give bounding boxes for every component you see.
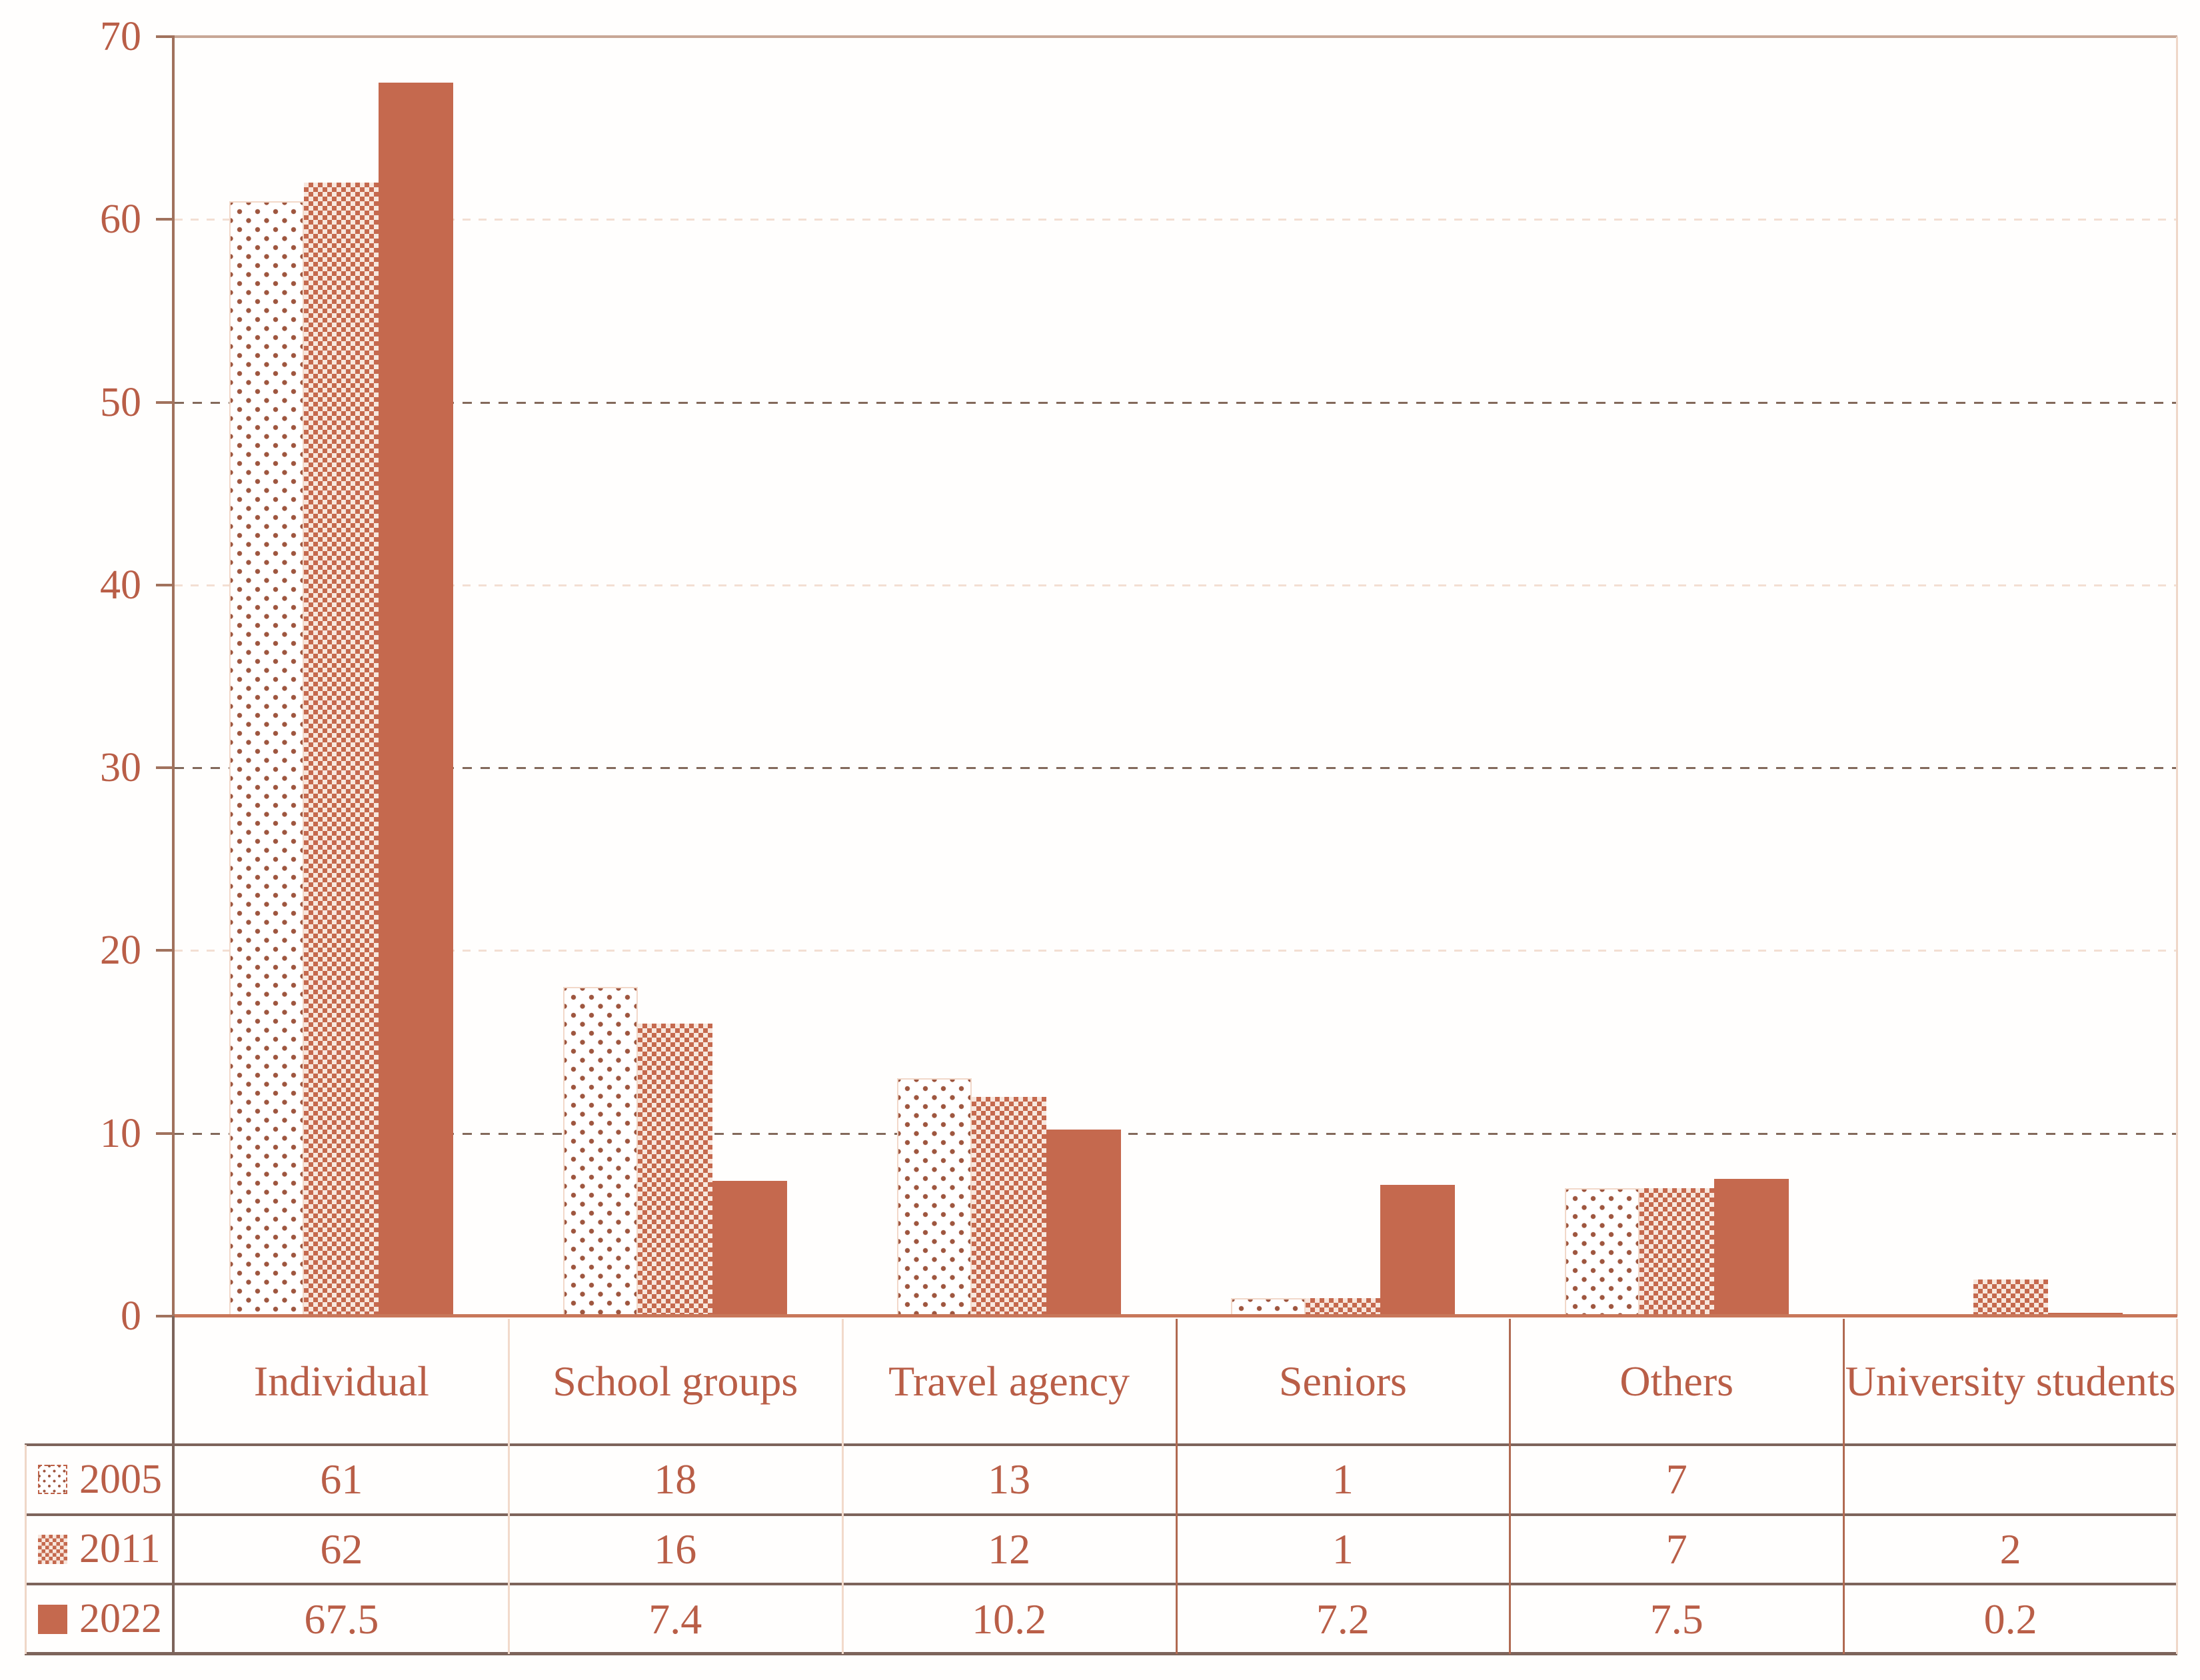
gridline-10	[175, 1132, 2177, 1135]
header-cell-seniors: Seniors	[1278, 1357, 1407, 1405]
table-right-border	[2176, 1319, 2178, 1654]
legend-year-2022: 2022	[79, 1596, 162, 1642]
value-cell-2011-school-groups: 16	[654, 1525, 697, 1573]
bar-2022-others	[1713, 1179, 1789, 1316]
y-tick-10	[156, 1132, 175, 1135]
value-cell-2011-seniors: 1	[1332, 1525, 1354, 1573]
gridline-30	[175, 767, 2177, 770]
x-axis-line	[175, 1314, 2177, 1317]
plot-right-border	[2176, 37, 2178, 1316]
y-tick-30	[156, 766, 175, 770]
value-cell-2005-university-students	[1843, 1445, 2177, 1515]
y-axis-label-20: 20	[100, 928, 141, 974]
legend-year-2005: 2005	[79, 1456, 162, 1502]
header-cell-individual: Individual	[253, 1357, 429, 1405]
bar-2005-travel-agency	[897, 1078, 972, 1316]
value-cell-2022-university-students: 0.2	[1983, 1595, 2037, 1643]
value-cell-2005-school-groups: 18	[654, 1455, 697, 1503]
legend-cell-2005: 2005	[25, 1445, 175, 1515]
table-col-border-1	[507, 1319, 510, 1654]
y-axis-label-10: 10	[100, 1110, 141, 1156]
y-tick-70	[156, 35, 175, 38]
value-cell-2022-school-groups: 7.4	[648, 1595, 702, 1643]
legend-cell-2011: 2011	[25, 1515, 175, 1585]
y-axis-label-50: 50	[100, 379, 141, 425]
y-axis-label-30: 30	[100, 745, 141, 791]
value-cell-2022-others: 7.5	[1650, 1595, 1703, 1643]
table-col-border-2	[841, 1319, 844, 1654]
gridline-top-70	[175, 35, 2177, 38]
header-cell-university-students: University students	[1845, 1357, 2176, 1405]
value-cell-2005-individual: 61	[320, 1455, 363, 1503]
gridline-20	[175, 950, 2177, 952]
y-axis-label-40: 40	[100, 562, 141, 608]
bar-2011-seniors	[1305, 1297, 1380, 1316]
legend-swatch-2011	[38, 1534, 67, 1564]
legend-year-2011: 2011	[79, 1526, 161, 1572]
value-cell-2005-travel-agency: 13	[988, 1455, 1031, 1503]
value-cell-2005-seniors: 1	[1332, 1455, 1354, 1503]
y-tick-20	[156, 949, 175, 952]
y-tick-60	[156, 218, 175, 221]
value-cell-2011-others: 7	[1665, 1525, 1687, 1573]
value-cell-2011-travel-agency: 12	[988, 1525, 1031, 1573]
y-axis-line	[172, 37, 175, 1316]
value-cell-2011-individual: 62	[320, 1525, 363, 1573]
value-cell-2022-individual: 67.5	[304, 1595, 379, 1643]
bar-2011-university-students	[1973, 1279, 2048, 1316]
table-row-border-0	[25, 1443, 2177, 1446]
legend-swatch-2022	[38, 1604, 67, 1634]
y-axis-label-0: 0	[121, 1293, 141, 1339]
bar-2011-others	[1639, 1188, 1714, 1316]
y-tick-0	[156, 1315, 175, 1317]
y-axis-label-70: 70	[100, 14, 141, 59]
gridline-40	[175, 584, 2177, 586]
value-cell-2005-others: 7	[1665, 1455, 1687, 1503]
table-col-border-5	[1843, 1319, 1845, 1654]
bar-2005-school-groups	[563, 987, 638, 1316]
bar-2005-individual	[229, 201, 305, 1316]
bar-2022-individual	[379, 82, 454, 1316]
header-cell-others: Others	[1620, 1357, 1734, 1405]
value-cell-2022-seniors: 7.2	[1316, 1595, 1370, 1643]
legend-column-divider	[172, 1316, 175, 1654]
value-cell-2011-university-students: 2	[1999, 1525, 2021, 1573]
bar-2022-travel-agency	[1046, 1130, 1122, 1316]
gridline-60	[175, 219, 2177, 221]
legend-swatch-2005	[38, 1465, 67, 1495]
legend-cell-2022: 2022	[25, 1584, 175, 1654]
table-col-border-4	[1509, 1319, 1512, 1654]
y-tick-50	[156, 401, 175, 404]
bar-2011-individual	[304, 183, 379, 1316]
table-col-border-3	[1175, 1319, 1178, 1654]
table-row-border-1	[25, 1513, 2177, 1516]
gridline-50	[175, 401, 2177, 404]
bar-2005-others	[1564, 1188, 1640, 1316]
header-cell-travel-agency: Travel agency	[888, 1357, 1130, 1405]
bar-2011-travel-agency	[972, 1096, 1047, 1316]
y-axis-label-60: 60	[100, 197, 141, 243]
bar-2022-seniors	[1380, 1184, 1455, 1316]
bar-2005-seniors	[1230, 1297, 1306, 1316]
bar-2011-school-groups	[638, 1024, 713, 1316]
table-row-border-2	[25, 1583, 2177, 1586]
table-bottom-border	[25, 1652, 2177, 1655]
table-left-border	[25, 1445, 27, 1654]
header-cell-school-groups: School groups	[552, 1357, 798, 1405]
value-cell-2022-travel-agency: 10.2	[972, 1595, 1047, 1643]
bar-2022-school-groups	[712, 1181, 788, 1316]
y-tick-40	[156, 583, 175, 586]
